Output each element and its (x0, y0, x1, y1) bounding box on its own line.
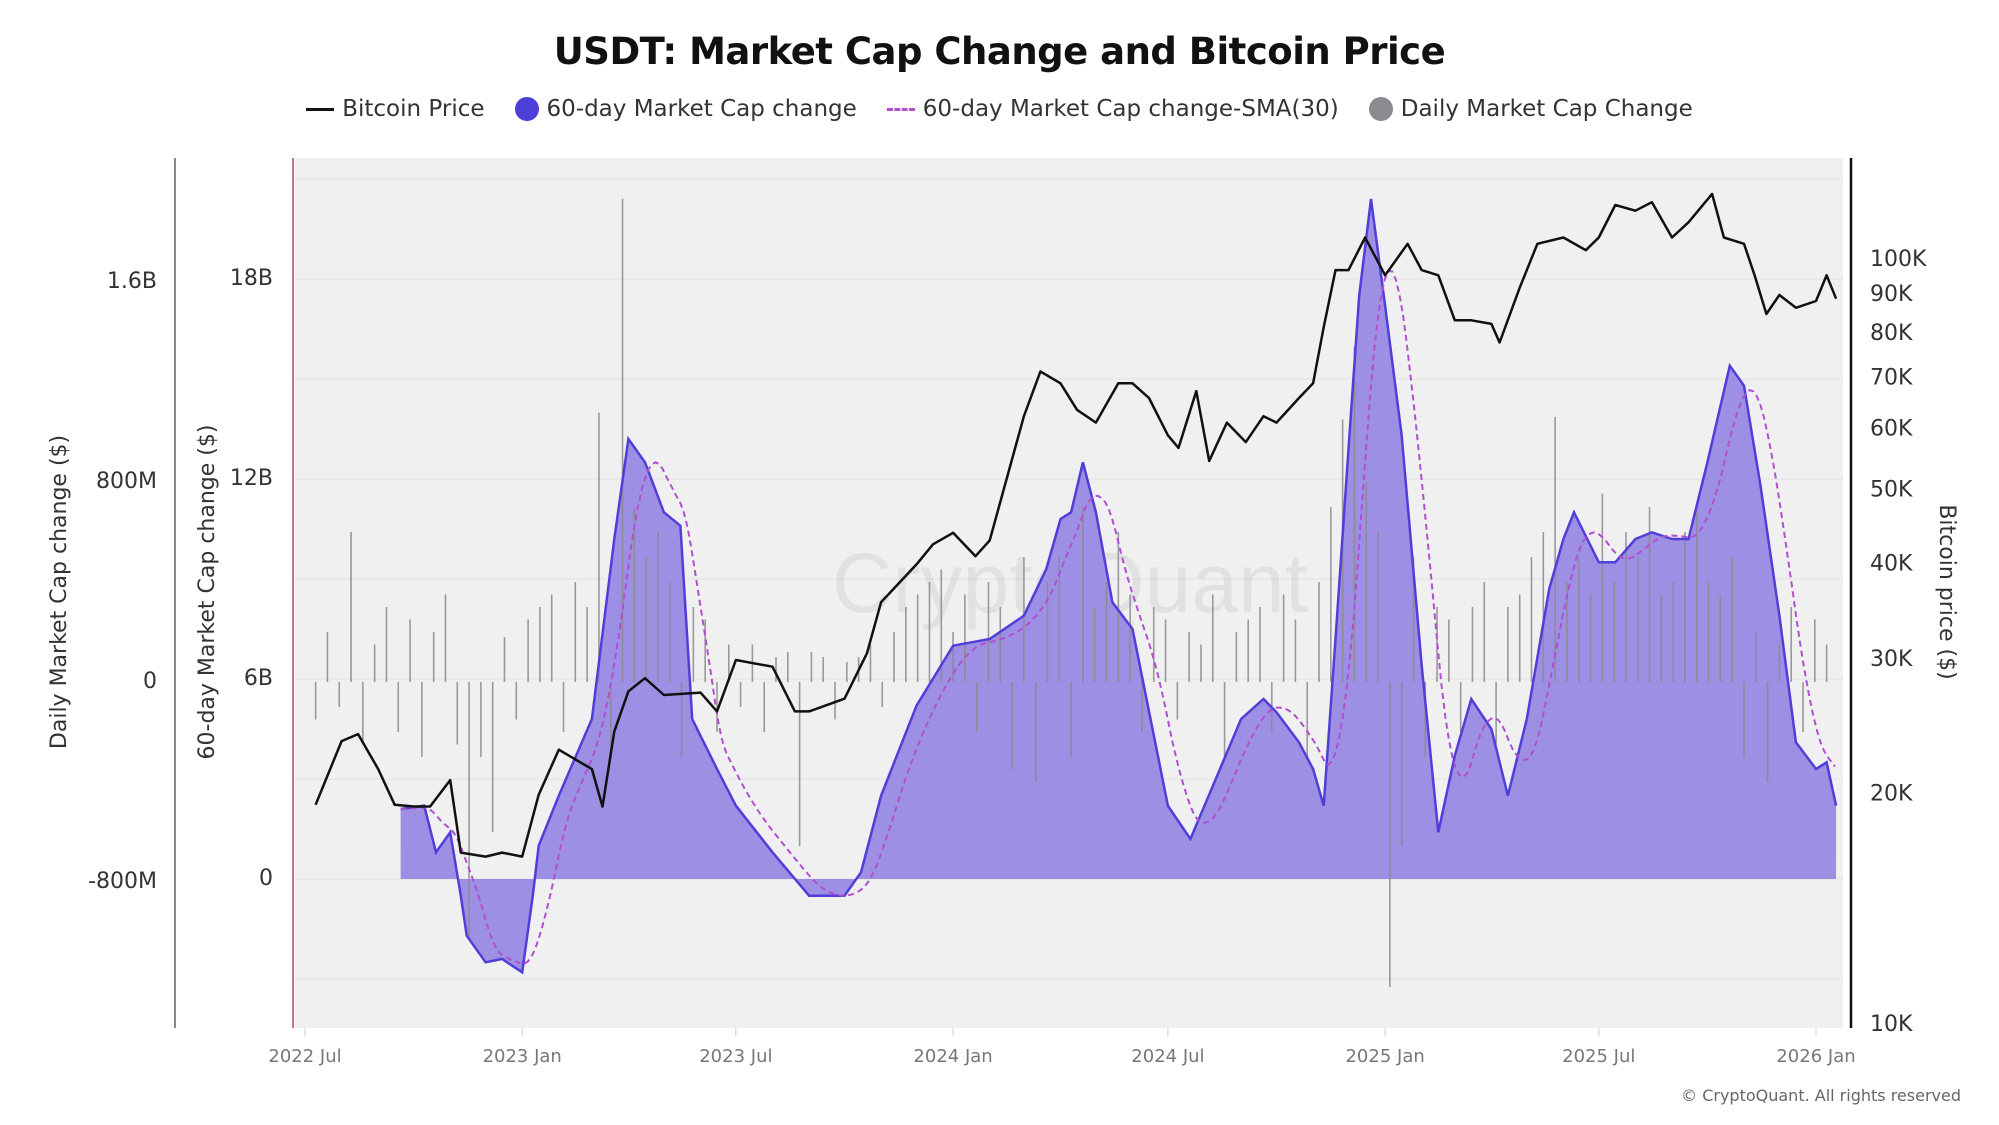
right-tick-label: 100K (1870, 247, 1927, 272)
right-tick-label: 30K (1870, 647, 1913, 672)
legend-label: Daily Market Cap Change (1400, 96, 1693, 122)
x-tick-label: 2024 Jan (913, 1046, 992, 1067)
right-tick-label: 90K (1870, 282, 1913, 307)
right-tick-label: 80K (1870, 321, 1913, 346)
left-outer-axis-title: Daily Market Cap change ($) (47, 435, 72, 749)
x-tick-label: 2022 Jul (268, 1046, 341, 1067)
left-inner-tick-label: 18B (230, 266, 273, 291)
right-axis-title: Bitcoin price ($) (1934, 504, 1959, 679)
ticks: 1.6B 800M 0 -800M 18B 12B 6B 0 100K 90K 80K 70K 60K 5… (88, 247, 1927, 1067)
legend-item-bitcoin-price[interactable]: Bitcoin Price (306, 96, 485, 122)
x-tick-label: 2023 Jan (483, 1046, 562, 1067)
x-tick-label: 2023 Jul (699, 1046, 772, 1067)
x-tick-label: 2025 Jan (1345, 1046, 1424, 1067)
x-tick-label: 2025 Jul (1562, 1046, 1635, 1067)
legend: Bitcoin Price 60-day Market Cap change 6… (0, 96, 1999, 122)
legend-item-sma[interactable]: 60-day Market Cap change-SMA(30) (886, 96, 1339, 122)
dashed-swatch-icon (886, 107, 915, 111)
left-outer-tick-label: 1.6B (107, 269, 157, 294)
x-tick-label: 2026 Jan (1776, 1046, 1855, 1067)
copyright: © CryptoQuant. All rights reserved (1681, 1086, 1961, 1105)
left-inner-tick-label: 12B (230, 466, 273, 491)
mcap-sma-line (400, 269, 1836, 965)
right-tick-label: 70K (1870, 366, 1913, 391)
mcap-60d-line (400, 198, 1838, 975)
left-inner-tick-label: 6B (244, 666, 273, 691)
right-tick-label: 10K (1870, 1012, 1913, 1037)
chart-title: USDT: Market Cap Change and Bitcoin Pric… (553, 30, 1446, 73)
legend-label: 60-day Market Cap change (546, 96, 857, 122)
right-tick-label: 60K (1870, 417, 1913, 442)
legend-label: 60-day Market Cap change-SMA(30) (922, 96, 1339, 122)
left-inner-tick-label: 0 (259, 866, 273, 891)
x-tick-label: 2024 Jul (1131, 1046, 1204, 1067)
dot-swatch-icon (1368, 97, 1393, 121)
bitcoin-price-line (314, 192, 1838, 858)
marks (314, 192, 1838, 987)
right-tick-label: 40K (1870, 551, 1913, 576)
legend-item-60day[interactable]: 60-day Market Cap change (514, 96, 857, 122)
right-tick-label: 50K (1870, 477, 1913, 502)
legend-item-daily[interactable]: Daily Market Cap Change (1368, 96, 1693, 122)
legend-label: Bitcoin Price (342, 96, 485, 122)
dot-swatch-icon (514, 97, 539, 121)
left-outer-tick-label: 0 (143, 669, 157, 694)
right-tick-label: 20K (1870, 782, 1913, 807)
left-inner-axis-title: 60-day Market Cap change ($) (195, 425, 220, 760)
line-swatch-icon (306, 107, 335, 111)
left-outer-tick-label: -800M (88, 869, 157, 894)
left-outer-tick-label: 800M (96, 469, 157, 494)
mcap-60d-area (400, 199, 1837, 973)
